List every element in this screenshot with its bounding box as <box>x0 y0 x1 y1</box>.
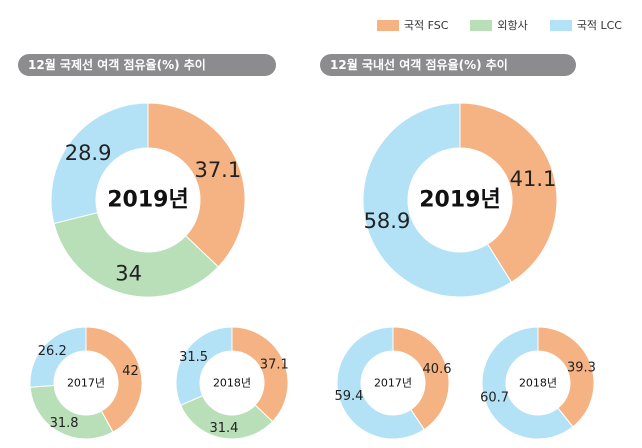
slice-dom-2017-1 <box>336 326 425 440</box>
center-label-intl-2017: 2017년 <box>67 377 105 390</box>
slice-dom-2018-1 <box>481 326 574 440</box>
legend-item-fsc: 국적 FSC <box>376 17 449 33</box>
value-label-intl-2017-1: 31.8 <box>50 416 79 431</box>
legend-swatch-fsc <box>376 19 399 31</box>
legend-item-lcc: 국적 LCC <box>549 17 622 33</box>
center-label-intl-2019: 2019년 <box>107 188 188 213</box>
center-label-dom-2019: 2019년 <box>419 188 500 213</box>
slice-intl-2019-2 <box>50 102 149 225</box>
center-label-intl-2018: 2018년 <box>213 377 251 390</box>
value-label-dom-2019-1: 58.9 <box>364 209 411 233</box>
legend-item-foreign: 외항사 <box>470 17 528 33</box>
slice-intl-2019-0 <box>147 102 246 268</box>
legend-label-foreign: 외항사 <box>497 19 528 32</box>
value-label-intl-2018-2: 31.5 <box>179 350 208 365</box>
value-label-intl-2017-2: 26.2 <box>38 344 67 359</box>
slice-intl-2017-2 <box>29 326 87 388</box>
value-label-intl-2017-0: 42 <box>122 364 139 379</box>
value-label-dom-2019-0: 41.1 <box>510 167 557 191</box>
slice-intl-2019-1 <box>53 212 219 298</box>
value-label-intl-2019-0: 37.1 <box>194 158 241 182</box>
slice-intl-2017-1 <box>29 384 114 440</box>
slice-intl-2018-2 <box>175 326 233 406</box>
donut-chart-intl-2018: 37.1 31.4 31.5 2018년 <box>175 326 289 440</box>
value-label-dom-2017-0: 40.6 <box>423 362 452 377</box>
value-label-intl-2018-1: 31.4 <box>209 421 238 436</box>
value-label-dom-2017-1: 59.4 <box>335 389 364 404</box>
international-section-title: 12월 국제선 여객 점유율(%) 추이 <box>18 54 276 76</box>
value-label-dom-2018-1: 60.7 <box>480 391 509 406</box>
donut-chart-intl-2017: 42 31.8 26.2 2017년 <box>29 326 143 440</box>
legend-label-fsc: 국적 FSC <box>403 19 449 32</box>
center-label-dom-2018: 2018년 <box>519 377 557 390</box>
slice-intl-2018-0 <box>231 326 289 423</box>
slice-dom-2018-0 <box>537 326 595 428</box>
value-label-intl-2018-0: 37.1 <box>260 357 289 372</box>
value-label-intl-2019-2: 28.9 <box>65 141 112 165</box>
legend: 국적 FSC 외항사 국적 LCC <box>355 17 622 33</box>
legend-label-lcc: 국적 LCC <box>576 19 622 32</box>
donut-chart-dom-2018: 39.3 60.7 2018년 <box>480 326 596 440</box>
slice-dom-2019-1 <box>362 102 513 298</box>
donut-chart-dom-2019: 41.1 58.9 2019년 <box>362 102 558 298</box>
value-label-intl-2019-1: 34 <box>115 261 142 285</box>
value-label-dom-2018-0: 39.3 <box>567 360 596 375</box>
center-label-dom-2017: 2017년 <box>374 377 412 390</box>
domestic-section-title: 12월 국내선 여객 점유율(%) 추이 <box>320 54 576 76</box>
slice-intl-2017-0 <box>85 326 143 433</box>
slice-dom-2019-0 <box>459 102 558 283</box>
donut-chart-dom-2017: 40.6 59.4 2017년 <box>335 326 452 440</box>
slice-dom-2017-0 <box>392 326 450 431</box>
legend-swatch-lcc <box>549 19 572 31</box>
donut-chart-intl-2019: 37.1 34 28.9 2019년 <box>50 102 246 298</box>
legend-swatch-foreign <box>470 19 493 31</box>
